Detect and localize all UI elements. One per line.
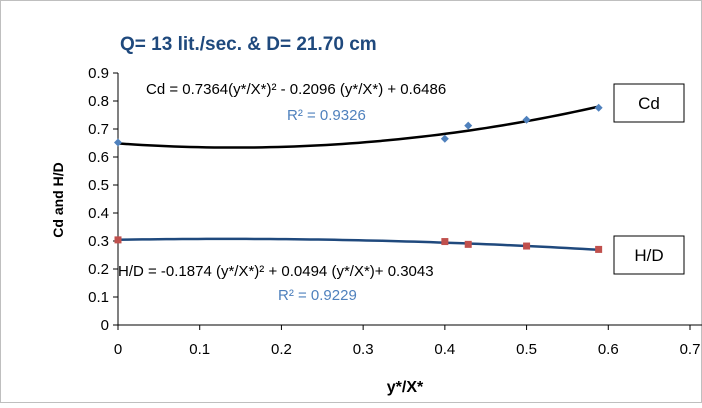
trendlines: [117, 105, 599, 252]
cd-point: [440, 134, 449, 143]
y-tick-label: 0.2: [88, 261, 109, 278]
legend-cd: Cd: [613, 83, 685, 123]
legend-hd-box: [613, 235, 685, 275]
cd-point: [464, 121, 473, 130]
x-tick-label: 0.4: [434, 341, 455, 358]
hd-trend-equation: H/D = -0.1874 (y*/X*)² + 0.0494 (y*/X*)+…: [118, 263, 434, 280]
y-tick-label: 0.1: [88, 289, 109, 306]
legend-hd: H/D: [613, 235, 685, 275]
data-points: [114, 103, 603, 253]
y-axis: 0 0.1 0.2 0.3 0.4 0.5 0.6 0.7 0.8 0.9: [88, 65, 119, 334]
hd-point: [595, 245, 603, 253]
x-tick-label: 0: [114, 341, 122, 358]
cd-r-squared: R² = 0.9326: [287, 107, 366, 124]
legend-cd-box: [613, 83, 685, 123]
legend-cd-label: Cd: [638, 94, 660, 113]
y-tick-label: 0.7: [88, 121, 109, 138]
x-tick-label: 0.5: [516, 341, 537, 358]
cd-point: [522, 115, 531, 124]
trendline-hd: [117, 237, 599, 252]
x-tick-label: 0.3: [353, 341, 374, 358]
trendline-cd: [117, 105, 599, 149]
y-tick-label: 0.5: [88, 177, 109, 194]
y-tick-label: 0.4: [88, 205, 109, 222]
legend-hd-label: H/D: [634, 246, 663, 265]
x-tick-label: 0.7: [680, 341, 701, 358]
x-axis-title: y*/X*: [387, 379, 424, 396]
cd-point: [114, 138, 122, 147]
x-tick-label: 0.2: [271, 341, 292, 358]
hd-point: [464, 240, 472, 248]
y-tick-label: 0: [101, 317, 109, 334]
y-tick-label: 0.3: [88, 233, 109, 250]
x-tick-label: 0.6: [598, 341, 619, 358]
hd-r-squared: R² = 0.9229: [278, 287, 357, 304]
cd-point: [594, 103, 603, 112]
cd-trend-equation: Cd = 0.7364(y*/X*)² - 0.2096 (y*/X*) + 0…: [146, 81, 446, 98]
y-tick-label: 0.6: [88, 149, 109, 166]
chart-title: Q= 13 lit./sec. & D= 21.70 cm: [120, 34, 377, 55]
hd-point: [441, 238, 449, 246]
y-axis-title: Cd and H/D: [50, 162, 66, 237]
x-tick-label: 0.1: [189, 341, 210, 358]
y-tick-label: 0.8: [88, 93, 109, 110]
x-axis: 0 0.1 0.2 0.3 0.4 0.5 0.6 0.7: [114, 324, 702, 358]
hd-point: [114, 236, 122, 244]
y-tick-label: 0.9: [88, 65, 109, 82]
hd-point: [523, 242, 531, 250]
